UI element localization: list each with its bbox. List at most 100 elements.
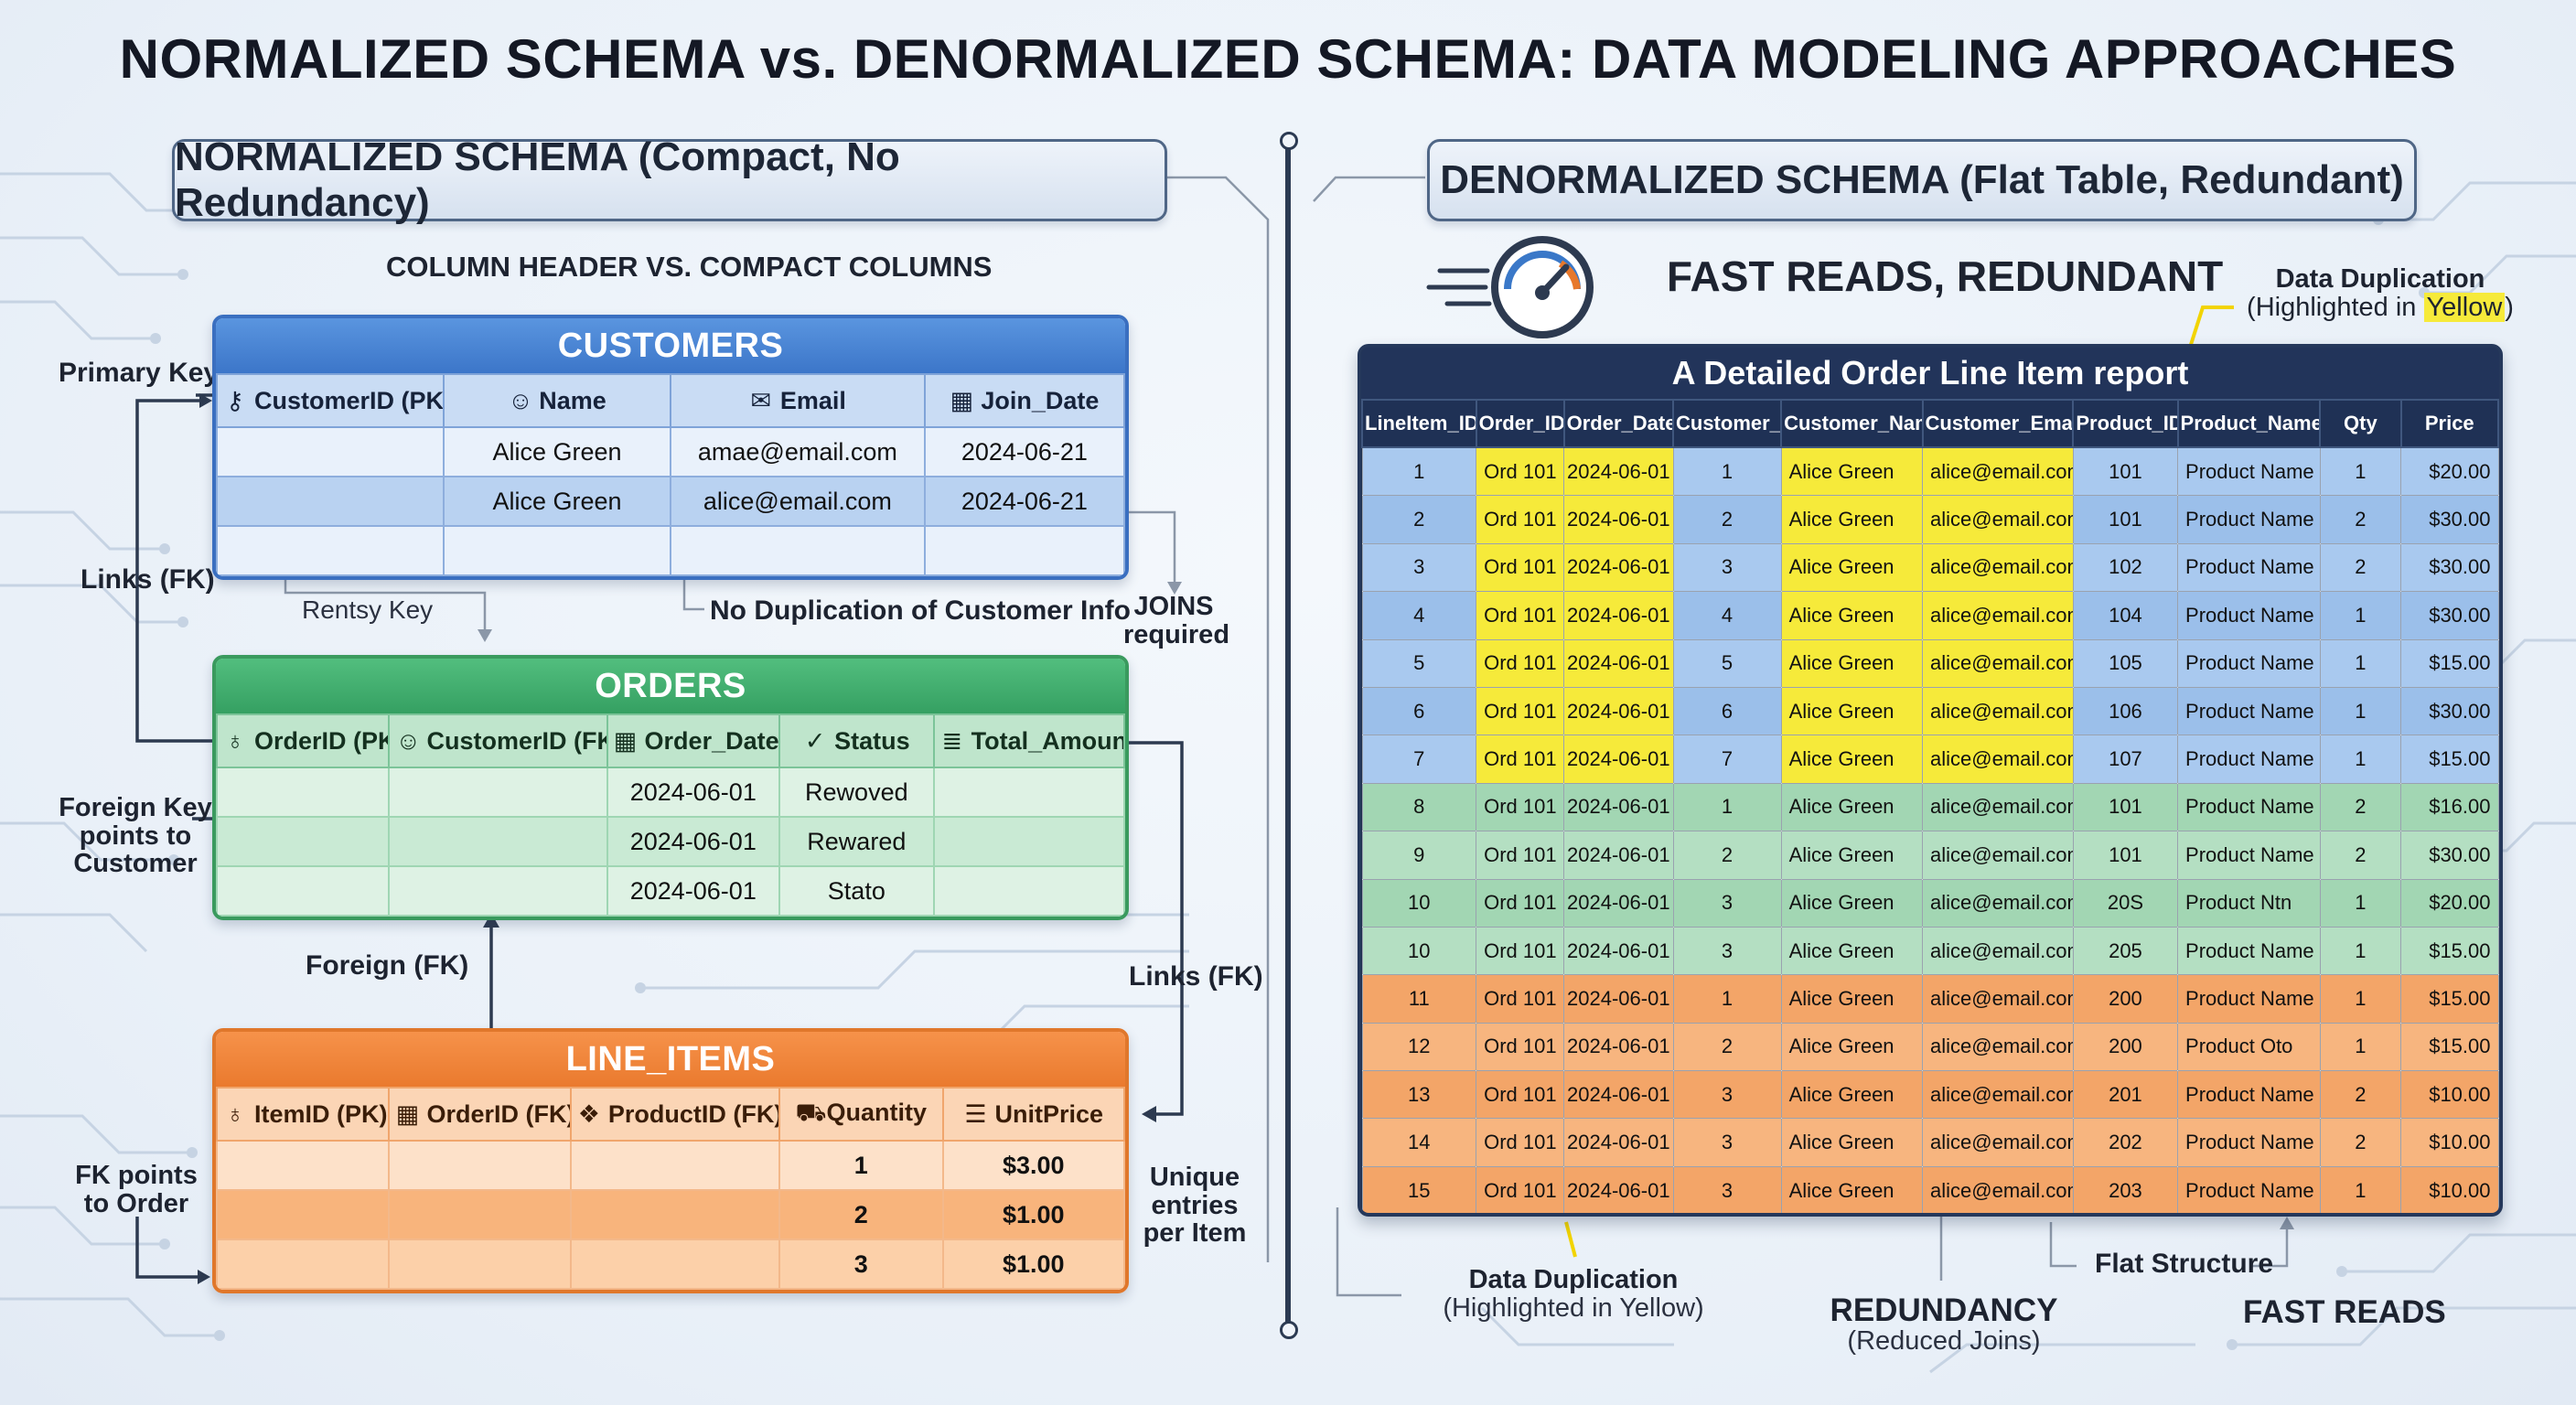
denorm-cell: 2024-06-01 — [1563, 1118, 1674, 1167]
line-items-cell: $3.00 — [941, 1140, 1125, 1191]
divider-top-dot — [1280, 132, 1298, 150]
denorm-cell: 2024-06-01 — [1563, 1165, 1674, 1213]
cart-icon: ⛟ — [795, 1098, 827, 1126]
denorm-cell: Alice Green — [1780, 735, 1924, 784]
denorm-cell: Alice Green — [1780, 638, 1924, 688]
line-items-table: LINE_ITEMS ♁ ItemID (PK) ▦ OrderID (FK) ❖ Pro… — [212, 1028, 1129, 1293]
orders-cell: Rewared — [778, 816, 935, 867]
customers-cell: alice@email.com — [670, 476, 926, 527]
line-items-row: 3 $1.00 — [216, 1239, 1125, 1290]
denorm-cell: 101 — [2072, 782, 2179, 832]
denorm-cell: 203 — [2072, 1165, 2179, 1213]
denorm-row: 3 Ord 101 2024-06-01 3 Alice Green alice@emai… — [1361, 542, 2499, 593]
redundancy-note: REDUNDANCY (Reduced Joins) — [1811, 1293, 2077, 1356]
denorm-col-price: Price — [2399, 399, 2499, 448]
customers-cell: Alice Green — [443, 476, 671, 527]
denorm-col-customer-email: Customer_Email — [1921, 399, 2075, 448]
line-items-cell: $1.00 — [941, 1189, 1125, 1240]
customers-table: CUSTOMERS ⚷ CustomerID (PK) ☺ Name ✉ Email ▦ Jo… — [212, 315, 1129, 580]
orders-row: 2024-06-01 Rewoved — [216, 767, 1125, 818]
orders-col-label: Order_Date — [644, 726, 779, 755]
line-items-cell — [216, 1140, 391, 1191]
line-items-cell — [388, 1140, 572, 1191]
denorm-cell: $30.00 — [2400, 495, 2499, 544]
denorm-cell: Product Name — [2177, 542, 2321, 593]
person-icon: ☺ — [508, 386, 533, 414]
orders-col-order-date: ▦ Order_Date — [606, 713, 781, 768]
line-items-col-unitprice: ☰ UnitPrice — [941, 1087, 1125, 1142]
denorm-cell: $20.00 — [2400, 446, 2499, 497]
denorm-cell: Ord 101 — [1476, 1165, 1565, 1213]
orders-cell — [932, 767, 1125, 818]
orders-cell: 2024-06-01 — [606, 816, 781, 867]
denorm-cell: 8 — [1361, 782, 1477, 832]
line-items-col-productid-fk: ❖ ProductID (FK) — [569, 1087, 781, 1142]
line-items-col-label: OrderID (FK) — [426, 1099, 571, 1128]
label-links-fk-right: Links (FK) — [1129, 961, 1263, 992]
denorm-col-customer-id: Customer_ID — [1671, 399, 1783, 448]
orders-cell — [388, 816, 608, 867]
denorm-row: 12 Ord 101 2024-06-01 2 Alice Green alice@ema… — [1361, 1022, 2499, 1072]
denorm-cell: 1 — [1672, 782, 1782, 832]
denorm-row: 13 Ord 101 2024-06-01 3 Alice Green alice@ema… — [1361, 1070, 2499, 1120]
denorm-cell: 2 — [2319, 1118, 2402, 1167]
denorm-cell: 2024-06-01 — [1563, 926, 1674, 976]
denorm-cell: 1 — [2319, 1022, 2402, 1072]
denorm-row: 10 Ord 101 2024-06-01 3 Alice Green alice@ema… — [1361, 926, 2499, 976]
denorm-cell: 2024-06-01 — [1563, 1070, 1674, 1120]
denorm-cell: 2 — [1361, 495, 1477, 544]
speedometer-icon — [1426, 236, 1594, 338]
denorm-cell: 10 — [1361, 878, 1477, 928]
denorm-cell: $15.00 — [2400, 974, 2499, 1024]
denorm-cell: alice@email.com — [1922, 782, 2074, 832]
customers-header-row: ⚷ CustomerID (PK) ☺ Name ✉ Email ▦ Join_Date — [216, 373, 1125, 428]
denorm-cell: alice@email.com — [1922, 686, 2074, 736]
denorm-row: 9 Ord 101 2024-06-01 2 Alice Green alice@emai… — [1361, 831, 2499, 880]
denorm-cell: $30.00 — [2400, 831, 2499, 880]
denorm-cell: $20.00 — [2400, 878, 2499, 928]
denorm-cell: 6 — [1361, 686, 1477, 736]
denorm-cell: Alice Green — [1780, 1118, 1924, 1167]
denorm-cell: 2 — [2319, 782, 2402, 832]
denorm-cell: 7 — [1672, 735, 1782, 784]
denorm-cell: 2024-06-01 — [1563, 686, 1674, 736]
denorm-row: 6 Ord 101 2024-06-01 6 Alice Green alice@emai… — [1361, 686, 2499, 736]
denorm-cell: Alice Green — [1780, 542, 1924, 593]
label-fk-points-order: FK points to Order — [75, 1161, 198, 1218]
receipt-icon: ☰ — [964, 1099, 987, 1128]
orders-col-orderid-pk: ♁ OrderID (PK) — [216, 713, 391, 768]
denorm-col-qty: Qty — [2319, 399, 2402, 448]
denorm-cell: 1 — [2319, 735, 2402, 784]
orders-col-label: OrderID (PK) — [254, 726, 390, 755]
orders-cell — [388, 767, 608, 818]
denorm-cell: 2 — [1672, 831, 1782, 880]
orders-col-customerid-fk: ☺ CustomerID (FK) — [388, 713, 608, 768]
normalized-section-title: NORMALIZED SCHEMA (Compact, No Redundanc… — [172, 134, 1167, 225]
denorm-cell: 3 — [1672, 542, 1782, 593]
denormalized-body: 1 Ord 101 2024-06-01 1 Alice Green alice@emai… — [1361, 446, 2499, 1213]
customers-col-label: Email — [779, 386, 846, 414]
denorm-cell: 4 — [1361, 591, 1477, 640]
line-items-cell: 1 — [778, 1140, 944, 1191]
denorm-cell: Ord 101 — [1476, 542, 1565, 593]
label-joins-required: JOINS required — [1123, 592, 1230, 649]
denorm-row: 4 Ord 101 2024-06-01 4 Alice Green alice@emai… — [1361, 591, 2499, 640]
denorm-cell: 5 — [1672, 638, 1782, 688]
customers-col-email: ✉ Email — [670, 373, 926, 428]
line-items-col-quantity: ⛟Quantity — [778, 1087, 944, 1142]
flat-structure-label: Flat Structure — [2095, 1249, 2274, 1279]
denorm-cell: 1 — [2319, 591, 2402, 640]
denorm-cell: 2 — [2319, 495, 2402, 544]
denorm-cell: 3 — [1672, 926, 1782, 976]
line-items-col-label: UnitPrice — [994, 1099, 1104, 1128]
denorm-row: 10 Ord 101 2024-06-01 3 Alice Green alice@ema… — [1361, 878, 2499, 928]
denorm-col-product-id: Product_ID — [2072, 399, 2179, 448]
orders-col-status: ✓ Status — [778, 713, 935, 768]
denorm-cell: $10.00 — [2400, 1118, 2499, 1167]
customers-col-label: Join_Date — [981, 386, 1100, 414]
orders-cell — [216, 767, 391, 818]
denorm-cell: $16.00 — [2400, 782, 2499, 832]
denorm-cell: alice@email.com — [1922, 591, 2074, 640]
redundancy-label: REDUNDANCY — [1830, 1292, 2058, 1328]
denorm-cell: $10.00 — [2400, 1165, 2499, 1213]
